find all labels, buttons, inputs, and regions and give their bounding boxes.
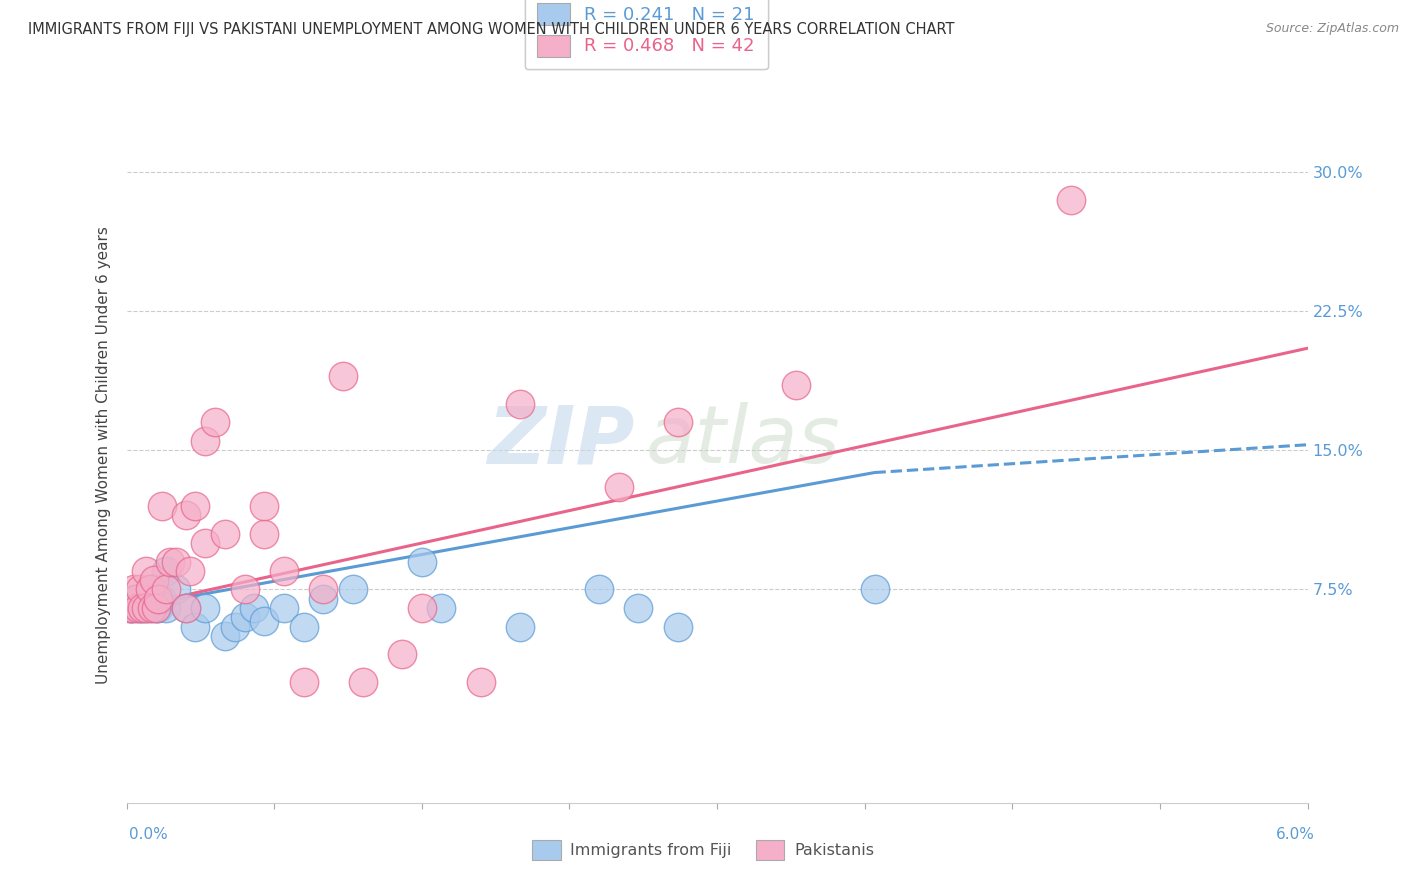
Point [155,601,177,615]
Text: ZIP: ZIP [486,402,634,480]
Point [292,619,315,633]
Point [666,416,689,430]
Legend: R = 0.241   N = 21, R = 0.468   N = 42: R = 0.241 N = 21, R = 0.468 N = 42 [524,0,768,70]
Point [588,582,610,597]
Point [139,582,162,597]
Point [292,675,315,690]
Point [146,601,169,615]
Point [135,601,157,615]
Point [131,601,153,615]
Point [233,582,256,597]
Point [129,601,152,615]
Point [184,619,207,633]
Point [131,601,153,615]
Point [352,675,374,690]
Text: 6.0%: 6.0% [1275,827,1315,841]
Point [135,564,157,578]
Point [121,601,143,615]
Point [273,564,295,578]
Point [214,526,236,541]
Point [120,601,142,615]
Point [1060,193,1083,207]
Point [312,582,335,597]
Point [165,582,187,597]
Point [139,601,162,615]
Point [146,591,169,606]
Y-axis label: Unemployment Among Women with Children Under 6 years: Unemployment Among Women with Children U… [96,226,111,684]
Point [150,499,173,513]
Point [509,619,531,633]
Point [184,499,207,513]
Point [342,582,364,597]
Point [150,591,173,606]
Point [125,591,148,606]
Point [332,369,354,384]
Point [155,564,177,578]
Point [253,614,276,628]
Text: Source: ZipAtlas.com: Source: ZipAtlas.com [1265,22,1399,36]
Point [666,619,689,633]
Point [120,601,142,615]
Point [273,601,295,615]
Point [155,582,177,597]
Point [159,555,181,569]
Point [785,378,807,392]
Point [863,582,886,597]
Point [143,573,166,587]
Point [174,601,197,615]
Point [174,508,197,523]
Point [204,416,226,430]
Point [165,555,187,569]
Point [179,564,201,578]
Point [411,555,433,569]
Point [411,601,433,615]
Point [127,591,149,606]
Text: 0.0%: 0.0% [129,827,169,841]
Point [124,591,146,606]
Point [233,610,256,624]
Legend: Immigrants from Fiji, Pakistanis: Immigrants from Fiji, Pakistanis [526,834,880,866]
Point [125,601,148,615]
Point [470,675,492,690]
Point [141,601,163,615]
Point [145,601,167,615]
Text: atlas: atlas [647,402,841,480]
Point [127,601,149,615]
Point [253,499,276,513]
Text: IMMIGRANTS FROM FIJI VS PAKISTANI UNEMPLOYMENT AMONG WOMEN WITH CHILDREN UNDER 6: IMMIGRANTS FROM FIJI VS PAKISTANI UNEMPL… [28,22,955,37]
Point [214,629,236,643]
Point [141,582,163,597]
Point [312,591,335,606]
Point [194,601,217,615]
Point [391,648,413,662]
Point [509,397,531,411]
Point [430,601,453,615]
Point [124,582,146,597]
Point [607,480,630,494]
Point [174,601,197,615]
Point [243,601,266,615]
Point [135,601,157,615]
Point [194,536,217,550]
Point [121,601,143,615]
Point [224,619,246,633]
Point [145,601,167,615]
Point [627,601,650,615]
Point [194,434,217,448]
Point [129,582,152,597]
Point [253,526,276,541]
